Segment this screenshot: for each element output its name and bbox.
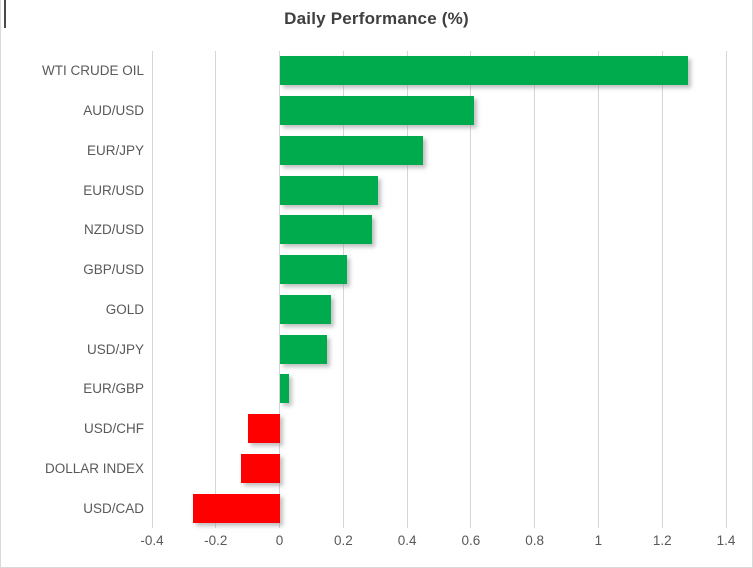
x-axis-tick-label: 1 <box>594 533 603 548</box>
bar-usd-chf <box>247 414 280 444</box>
gridline <box>725 51 727 528</box>
category-axis-labels: WTI CRUDE OIL AUD/USD EUR/JPY EUR/USD NZD/US… <box>1 51 144 528</box>
x-axis-tick-label: 1.4 <box>716 533 736 548</box>
bar-gbp-usd <box>279 255 347 285</box>
gridline <box>597 51 599 528</box>
bar-gold <box>279 294 331 324</box>
bar-eur-jpy <box>279 135 424 165</box>
bar-eur-gbp <box>279 374 290 404</box>
gridline <box>470 51 472 528</box>
category-label: EUR/GBP <box>83 381 144 397</box>
gridline <box>534 51 536 528</box>
category-label: NZD/USD <box>84 222 144 238</box>
screenshot-edge-artifact <box>4 0 6 28</box>
chart-title: Daily Performance (%) <box>284 9 469 28</box>
category-label: WTI CRUDE OIL <box>41 63 144 79</box>
x-axis-tick-label: 0.6 <box>461 533 481 548</box>
x-axis-tick-label: 0.2 <box>333 533 353 548</box>
bar-usd-jpy <box>279 334 328 364</box>
category-label: USD/JPY <box>86 341 144 357</box>
gridline <box>215 51 217 528</box>
category-label: GOLD <box>105 301 144 317</box>
category-label: AUD/USD <box>83 103 144 119</box>
x-axis-tick-label: 1.2 <box>652 533 672 548</box>
x-axis: -0.4 -0.2 0 0.2 0.4 0.6 0.8 1 1.2 1.4 <box>1 533 752 555</box>
category-label: USD/CHF <box>84 421 144 437</box>
category-label: EUR/JPY <box>86 142 144 158</box>
bar-usd-cad <box>193 493 280 523</box>
category-label: GBP/USD <box>83 262 144 278</box>
gridline <box>406 51 408 528</box>
bar-aud-usd <box>279 96 475 126</box>
plot-area <box>151 51 727 528</box>
gridline <box>279 51 281 528</box>
gridline <box>151 51 153 528</box>
x-axis-tick-label: 0.4 <box>397 533 417 548</box>
bar-dollar-index <box>241 453 280 483</box>
bar-nzd-usd <box>279 215 373 245</box>
gridline <box>342 51 344 528</box>
x-axis-tick-label: -0.2 <box>204 533 228 548</box>
x-axis-tick-label: 0.8 <box>525 533 545 548</box>
category-label: DOLLAR INDEX <box>44 460 144 476</box>
x-axis-tick-label: -0.4 <box>140 533 164 548</box>
gridline <box>661 51 663 528</box>
bar-wti-crude-oil <box>279 56 688 86</box>
category-label: EUR/USD <box>83 182 144 198</box>
category-label: USD/CAD <box>83 500 144 516</box>
x-axis-tick-label: 0 <box>275 533 284 548</box>
bar-eur-usd <box>279 175 379 205</box>
